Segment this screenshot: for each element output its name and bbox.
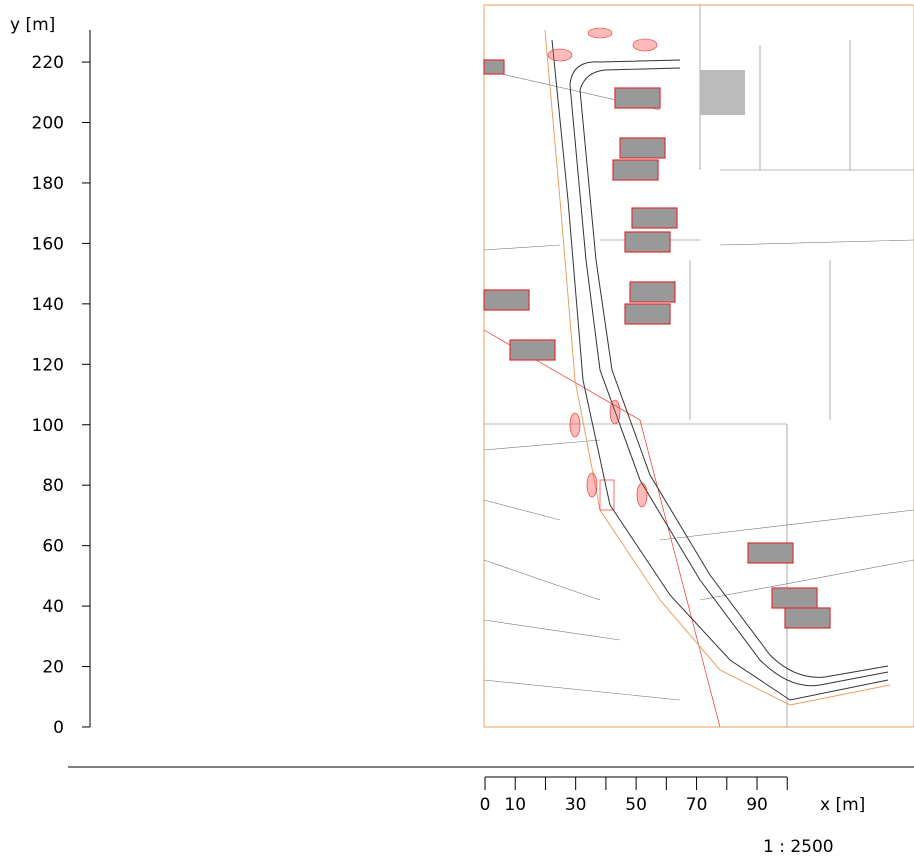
x-axis-label: x [m] xyxy=(820,795,865,815)
building xyxy=(784,607,831,629)
y-tick-label: 200 xyxy=(32,114,64,134)
y-tick-label: 140 xyxy=(32,295,64,315)
y-tick-label: 180 xyxy=(32,174,64,194)
site-plan xyxy=(483,4,914,728)
building xyxy=(612,159,659,181)
road-edge xyxy=(551,39,889,701)
light-cone xyxy=(586,472,598,498)
buildings xyxy=(483,59,831,629)
y-tick-label: 40 xyxy=(42,597,64,617)
y-tick-label: 120 xyxy=(32,355,64,375)
building xyxy=(624,303,671,325)
plan-frame xyxy=(483,4,914,728)
building xyxy=(624,231,671,253)
y-tick-label: 160 xyxy=(32,234,64,254)
road-edge xyxy=(569,59,889,687)
x-tick-label: 90 xyxy=(746,795,768,815)
x-tick-label: 70 xyxy=(686,795,708,815)
building xyxy=(619,137,666,159)
scale-label: 1 : 2500 xyxy=(763,837,834,857)
y-tick-label: 80 xyxy=(42,476,64,496)
x-tick-label: 50 xyxy=(625,795,647,815)
light-cone xyxy=(569,412,581,438)
x-tick-label: 0 xyxy=(480,795,491,815)
hatched-area xyxy=(700,70,745,115)
x-tick-label: 10 xyxy=(504,795,526,815)
verge xyxy=(544,29,891,706)
light-cone xyxy=(636,482,648,508)
building xyxy=(631,207,678,229)
y-tick-label: 60 xyxy=(42,537,64,557)
light-cone xyxy=(587,27,613,39)
y-tick-label: 20 xyxy=(42,658,64,678)
light-cone xyxy=(632,38,658,52)
y-axis-label: y [m] xyxy=(10,15,55,35)
building xyxy=(629,281,676,303)
parking xyxy=(599,479,615,511)
road-edge xyxy=(579,67,889,678)
light-cone xyxy=(609,399,621,425)
building xyxy=(509,339,556,361)
building xyxy=(771,587,818,609)
boundary xyxy=(483,329,721,728)
building xyxy=(614,87,661,109)
building xyxy=(747,542,794,564)
y-tick-label: 0 xyxy=(53,718,64,738)
x-tick-label: 30 xyxy=(565,795,587,815)
y-tick-label: 220 xyxy=(32,53,64,73)
building xyxy=(483,289,530,311)
light-cone xyxy=(547,48,573,62)
y-tick-label: 100 xyxy=(32,416,64,436)
building xyxy=(483,59,505,75)
lights xyxy=(547,27,658,508)
